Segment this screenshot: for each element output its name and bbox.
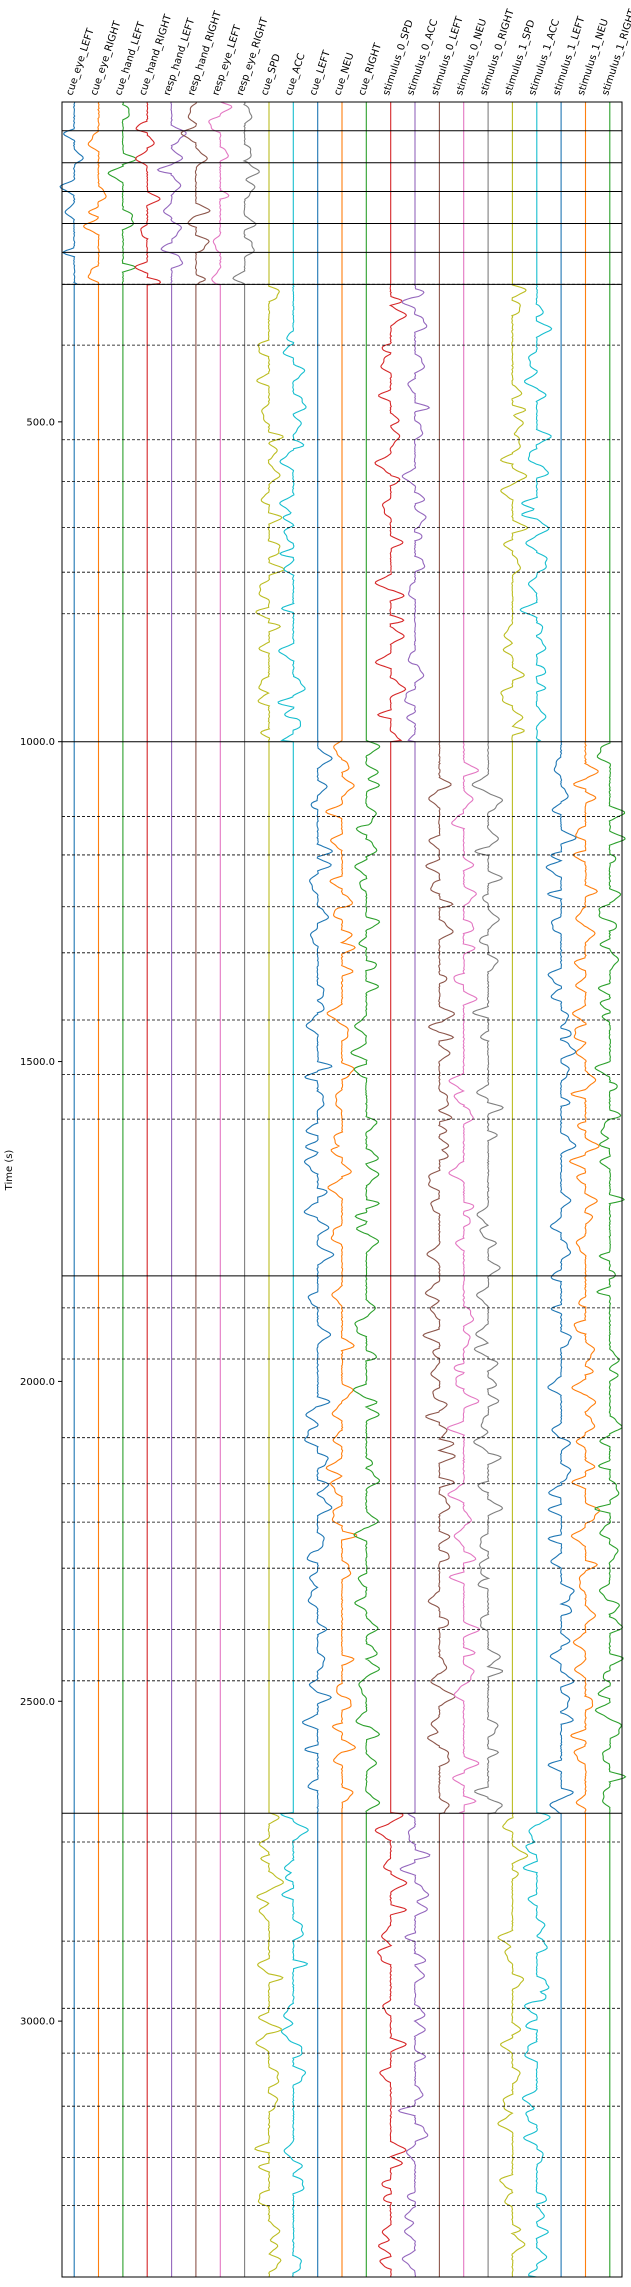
y-tick-label: 3000.0 xyxy=(20,2017,55,2028)
plot-frame xyxy=(61,101,623,2278)
regressor-label: cue_ACC xyxy=(284,52,308,97)
series-line xyxy=(350,102,381,2277)
series-line xyxy=(519,102,553,2278)
series-line xyxy=(397,102,431,2278)
y-tick-label: 1500.0 xyxy=(20,1057,55,1068)
y-tick-label: 2500.0 xyxy=(20,1697,55,1708)
series-line xyxy=(422,102,456,2277)
series-line xyxy=(568,102,601,2277)
y-tick-label: 500.0 xyxy=(26,417,55,428)
y-tick-label: 2000.0 xyxy=(20,1377,55,1388)
y-tick-label: 1000.0 xyxy=(20,737,55,748)
series-line xyxy=(232,101,260,2277)
series-line xyxy=(134,101,162,2277)
y-axis: 500.0 1000.0 1500.0 2000.0 2500.0 3000.0 xyxy=(20,417,62,2028)
series-line xyxy=(156,101,187,2277)
regressor-label: cue_RIGHT xyxy=(357,41,385,97)
series-line xyxy=(107,101,137,2277)
series-line xyxy=(446,102,481,2277)
series-line xyxy=(302,102,335,2277)
series-line xyxy=(254,102,285,2278)
regressor-labels: cue_eye_LEFTcue_eye_RIGHTcue_hand_LEFTcu… xyxy=(65,7,631,97)
series-line xyxy=(545,102,577,2277)
series-line xyxy=(180,101,211,2277)
regressor-label: cue_SPD xyxy=(259,52,283,97)
regressor-label: cue_LEFT xyxy=(308,48,333,97)
plot-area xyxy=(59,101,627,2278)
series-line xyxy=(374,102,408,2278)
series-line xyxy=(325,102,358,2277)
series-line xyxy=(471,102,504,2277)
series-line xyxy=(277,102,309,2278)
series-line xyxy=(497,102,529,2277)
regressor-label: cue_NEU xyxy=(332,52,356,97)
series-line xyxy=(82,101,107,2277)
series-line xyxy=(59,101,84,2277)
series-line xyxy=(208,101,233,2277)
series-line xyxy=(594,102,627,2277)
y-axis-title: Time (s) xyxy=(4,1150,15,1192)
